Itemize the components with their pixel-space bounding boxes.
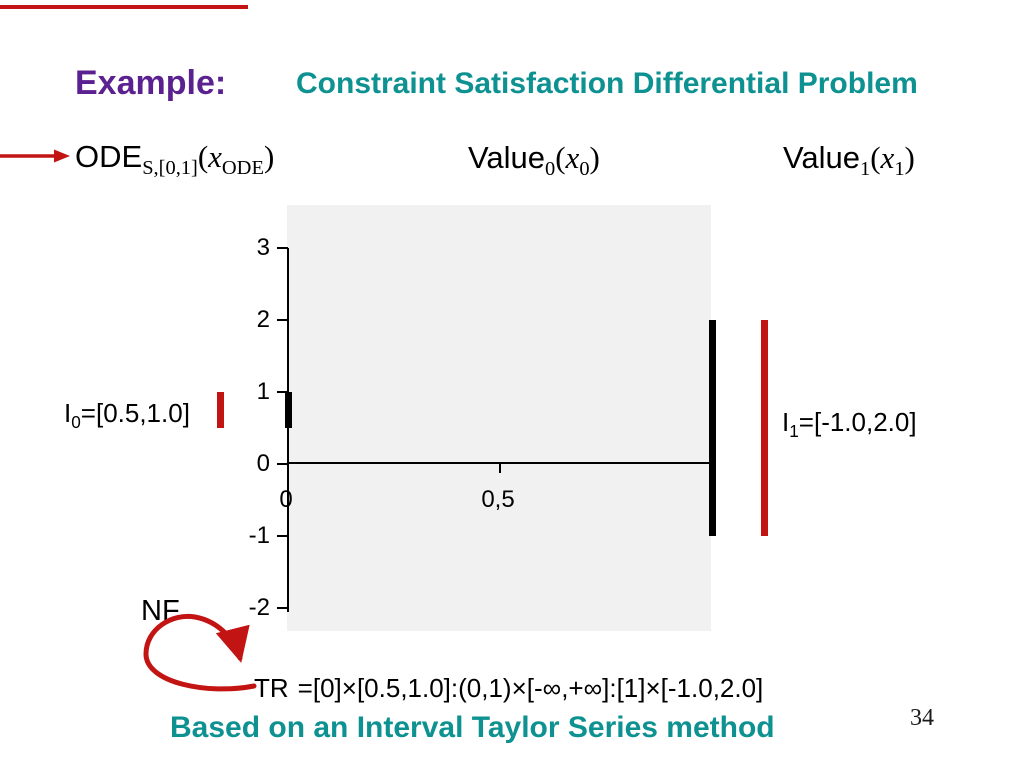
value0-variable-subscript: 0 (579, 158, 590, 181)
y-tick (277, 247, 288, 249)
value1-variable: x (880, 140, 895, 175)
ode-variable: x (208, 139, 222, 174)
interval-1-label: I1=[-1.0,2.0] (782, 407, 917, 442)
ode-variable-subscript: ODE (221, 157, 264, 180)
value1-subscript: 1 (860, 158, 871, 181)
value1-variable-subscript: 1 (894, 158, 905, 181)
interval-0-label-prefix: I (64, 398, 72, 428)
ode-subscript: S,[0,1] (142, 157, 198, 180)
annotation-bar-I0 (217, 392, 224, 428)
y-tick (277, 607, 288, 609)
interval-1-label-subscript: 1 (789, 421, 799, 442)
value0-close-paren: ) (589, 140, 600, 175)
interval-0-label-subscript: 0 (71, 412, 81, 433)
y-tick (277, 319, 288, 321)
plot-area (287, 205, 711, 631)
y-tick-label: 0 (256, 450, 270, 477)
value1-open-paren: ( (870, 140, 881, 175)
x-tick-label: 0 (279, 486, 293, 513)
page-number: 34 (910, 705, 934, 731)
ode-open-paren: ( (197, 139, 209, 174)
ode-pointer-arrow-icon (0, 149, 70, 163)
y-tick (277, 535, 288, 537)
y-tick-label: 3 (256, 234, 270, 261)
y-axis-line (287, 248, 289, 612)
value1-close-paren: ) (904, 140, 915, 175)
nf-label: NF (141, 595, 180, 627)
y-tick-label: -1 (248, 522, 270, 549)
y-tick-label: 1 (256, 378, 270, 405)
value0-name: Value (468, 140, 545, 175)
interval-bar-1 (708, 320, 716, 536)
tr-formula: TR =[0]×[0.5,1.0]:(0,1)×[-∞,+∞]:[1]×[-1.0… (254, 673, 763, 704)
tr-name: TR (254, 673, 289, 703)
value1-name: Value (783, 140, 860, 175)
value0-open-paren: ( (555, 140, 566, 175)
interval-bar-0 (284, 392, 292, 428)
x-tick-label: 0,5 (481, 486, 515, 513)
ode-close-paren: ) (263, 139, 275, 174)
interval-1-label-prefix: I (782, 407, 790, 437)
tr-expression: =[0]×[0.5,1.0]:(0,1)×[-∞,+∞]:[1]×[-1.0,2… (297, 673, 764, 703)
interval-0-label: I0=[0.5,1.0] (64, 398, 190, 433)
value1-formula: Value1(x1) (783, 140, 915, 179)
page-title: Constraint Satisfaction Differential Pro… (296, 67, 918, 100)
value0-formula: Value0(x0) (468, 140, 600, 179)
nf-loop-arrow-icon (143, 613, 257, 692)
y-tick-label: -2 (248, 594, 270, 621)
top-accent-line (0, 5, 248, 9)
ode-name: ODE (75, 139, 143, 174)
y-tick (277, 463, 288, 465)
value0-variable: x (565, 140, 580, 175)
annotation-bar-I1 (761, 320, 768, 536)
footer-method: Based on an Interval Taylor Series metho… (170, 711, 775, 744)
interval-0-label-value: =[0.5,1.0] (80, 398, 190, 428)
x-tick (499, 462, 501, 473)
y-tick (277, 391, 288, 393)
value0-subscript: 0 (545, 158, 556, 181)
y-tick-label: 2 (256, 306, 270, 333)
ode-formula: ODES,[0,1](xODE) (75, 139, 275, 178)
interval-1-label-value: =[-1.0,2.0] (798, 407, 917, 437)
example-label: Example: (75, 64, 227, 102)
